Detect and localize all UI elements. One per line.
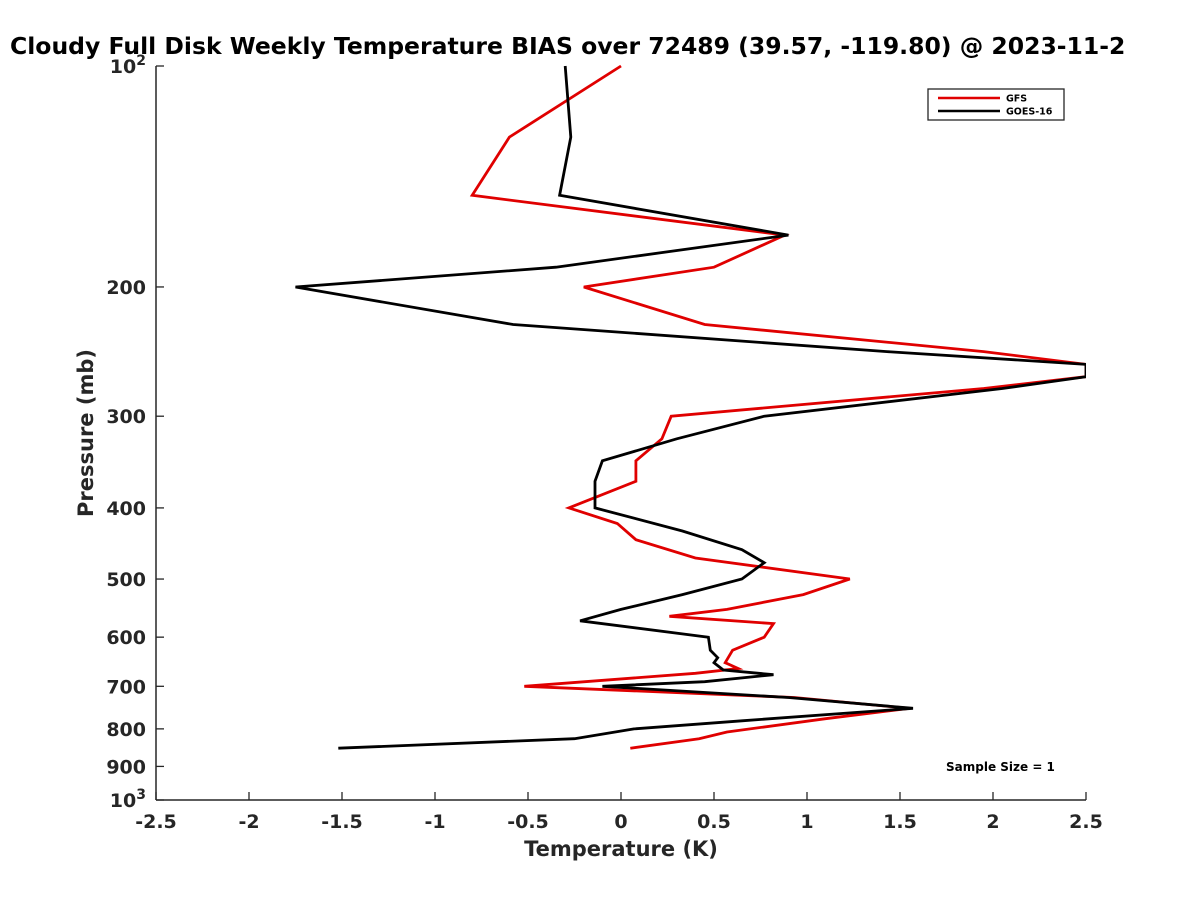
x-tick-label: 2 <box>986 811 999 833</box>
y-tick-label: 400 <box>106 498 146 520</box>
y-tick-label: 700 <box>106 676 146 698</box>
x-tick-label: -1.5 <box>321 811 363 833</box>
y-tick-label: 600 <box>106 627 146 649</box>
legend: GFS GOES-16 <box>927 88 1065 121</box>
axes: -2.5 -2 -1.5 -1 -0.5 0 0.5 1 1.5 2 2.5 102 200 300 400… <box>74 53 1103 861</box>
y-tick-label: 500 <box>106 569 146 591</box>
x-tick-label: 1 <box>800 811 813 833</box>
y-tick-label: 900 <box>106 756 146 778</box>
legend-label: GFS <box>1006 94 1027 105</box>
chart-title: Cloudy Full Disk Weekly Temperature BIAS… <box>10 32 1125 60</box>
plot-area <box>295 64 1086 750</box>
series-line-goes-16 <box>295 65 1086 750</box>
x-tick-label: 2.5 <box>1069 811 1103 833</box>
y-tick-label: 102 <box>110 53 146 78</box>
sample-size-note: Sample Size = 1 <box>946 760 1055 774</box>
y-tick-label: 800 <box>106 719 146 741</box>
y-tick-label: 300 <box>106 406 146 428</box>
y-tick-label: 103 <box>110 787 146 812</box>
y-axis-label: Pressure (mb) <box>74 349 98 517</box>
x-tick-label: -2.5 <box>135 811 177 833</box>
legend-label: GOES-16 <box>1006 107 1053 118</box>
legend-box <box>927 88 1065 121</box>
x-tick-label: 0.5 <box>697 811 731 833</box>
y-tick-label: 200 <box>106 277 146 299</box>
x-axis-label: Temperature (K) <box>524 837 718 861</box>
series-line-gfs <box>469 64 1086 750</box>
x-tick-label: 1.5 <box>883 811 917 833</box>
x-tick-label: 0 <box>614 811 627 833</box>
x-tick-label: -1 <box>424 811 445 833</box>
x-tick-label: -2 <box>238 811 259 833</box>
x-tick-label: -0.5 <box>507 811 549 833</box>
